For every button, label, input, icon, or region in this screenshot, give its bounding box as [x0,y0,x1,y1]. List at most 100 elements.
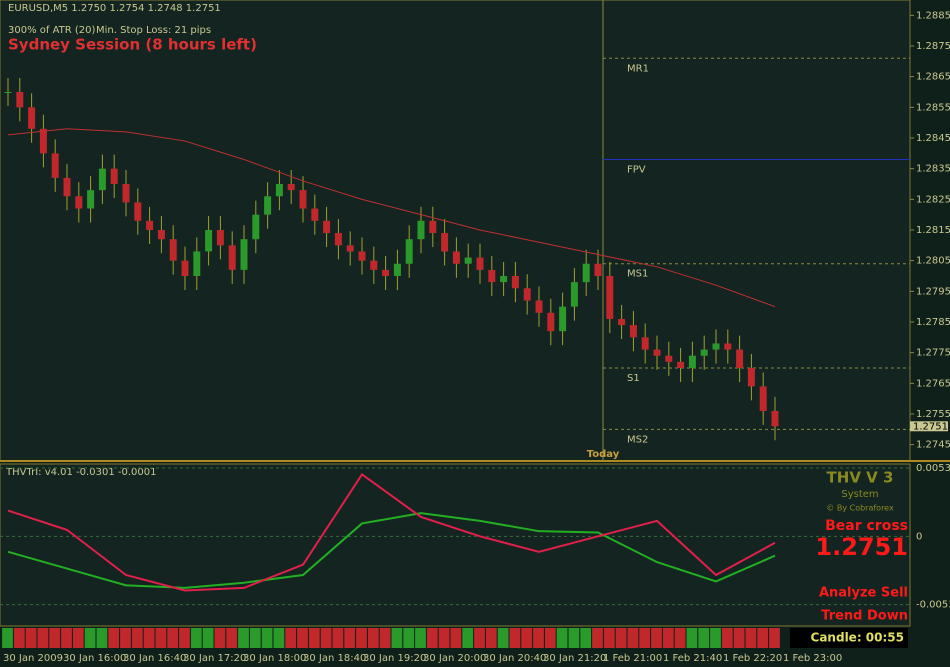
candle [110,168,118,184]
candle [63,177,71,197]
strip-cell [698,628,710,648]
level-label: MS1 [627,269,648,280]
strip-cell [320,628,332,648]
strip-cell [568,628,580,648]
strip-cell [426,628,438,648]
panel-system: System [841,489,878,500]
candle [287,184,295,191]
candle [771,410,779,427]
candle-box [790,628,908,648]
candle [606,276,614,319]
strip-cell [403,628,415,648]
x-tick-label: 30 Jan 18:00 [243,653,306,664]
y-tick-label: 1.2825 [916,194,950,205]
strip-cell [757,628,769,648]
candle [405,239,413,264]
strip-cell [521,628,533,648]
level-label: MS2 [627,434,648,445]
strip-cell [285,628,297,648]
strip-cell [249,628,261,648]
candle [736,349,744,368]
y-tick-label: 1.2835 [916,164,950,175]
x-tick-label: 30 Jan 18:40 [303,653,366,664]
strip-cell [226,628,238,648]
candle [28,107,36,129]
panel-credit: © By Cobraforex [826,504,894,513]
candle [193,251,201,276]
candle [488,269,496,283]
candle [87,190,95,209]
candle [122,184,130,203]
x-tick-label: 30 Jan 16:40 [123,653,186,664]
y-tick-label: 1.2865 [916,72,950,83]
y-tick-label: 1.2755 [916,409,950,420]
strip-cell [674,628,686,648]
strip-cell [580,628,592,648]
x-tick-label: 1 Feb 21:40 [663,653,722,664]
signal: Bear cross [825,518,908,534]
strip-cell [603,628,615,648]
candle [523,288,531,301]
strip-cell [167,628,179,648]
candle [559,306,567,332]
signal-price: 1.2751 [815,533,908,561]
candle [688,355,696,368]
strip-cell [84,628,96,648]
strip-cell [61,628,72,648]
strip-cell [721,628,733,648]
candle [346,245,354,252]
candle [417,220,425,240]
candle [511,276,519,289]
strip-cell [438,628,450,648]
candle [700,349,708,356]
candle [712,343,720,350]
strip-cell [96,628,108,648]
level-label: S1 [627,373,640,384]
y-tick-label: 1.2775 [916,348,950,359]
candle [311,208,319,221]
strip-cell [37,628,49,648]
stop: Min. Stop Loss: 21 pips [96,25,211,36]
strip-cell [332,628,344,648]
candle [323,220,331,234]
strip-cell [356,628,367,648]
indicator-title: THVTrI: v4.01 -0.0301 -0.0001 [5,467,156,478]
candle [535,300,543,313]
strip-cell [120,628,131,648]
price-pane [0,0,911,462]
candle [665,355,673,362]
strip-cell [344,628,356,648]
y-tick-label: 1.2885 [916,10,950,21]
strip-cell [533,628,544,648]
y-tick-label: 1.2785 [916,317,950,328]
strip-cell [297,628,308,648]
strip-cell [710,628,721,648]
strip-cell [143,628,155,648]
y-tick-label: 1.2845 [916,133,950,144]
y-tick-label: -0.0053 [916,600,950,611]
candle [370,260,378,270]
strip-cell [556,628,568,648]
x-tick-label: 30 Jan 17:20 [183,653,246,664]
candle [157,230,165,240]
candle [39,128,47,154]
candle [334,233,342,246]
candle [582,263,590,283]
candle [382,269,390,276]
candle [759,386,767,411]
level-label: FPV [627,164,646,175]
panel-name: THV V 3 [827,469,894,487]
candle [677,361,685,368]
strip-cell [49,628,61,648]
candle [299,190,307,209]
strip-cell [639,628,651,648]
today: Today [587,449,620,460]
strip-cell [509,628,521,648]
moving-average [7,128,776,308]
candle [629,325,637,338]
x-tick-label: 1 Feb 22:20 [723,653,782,664]
strip-cell [733,628,745,648]
x-tick-label: 30 Jan 19:20 [363,653,426,664]
